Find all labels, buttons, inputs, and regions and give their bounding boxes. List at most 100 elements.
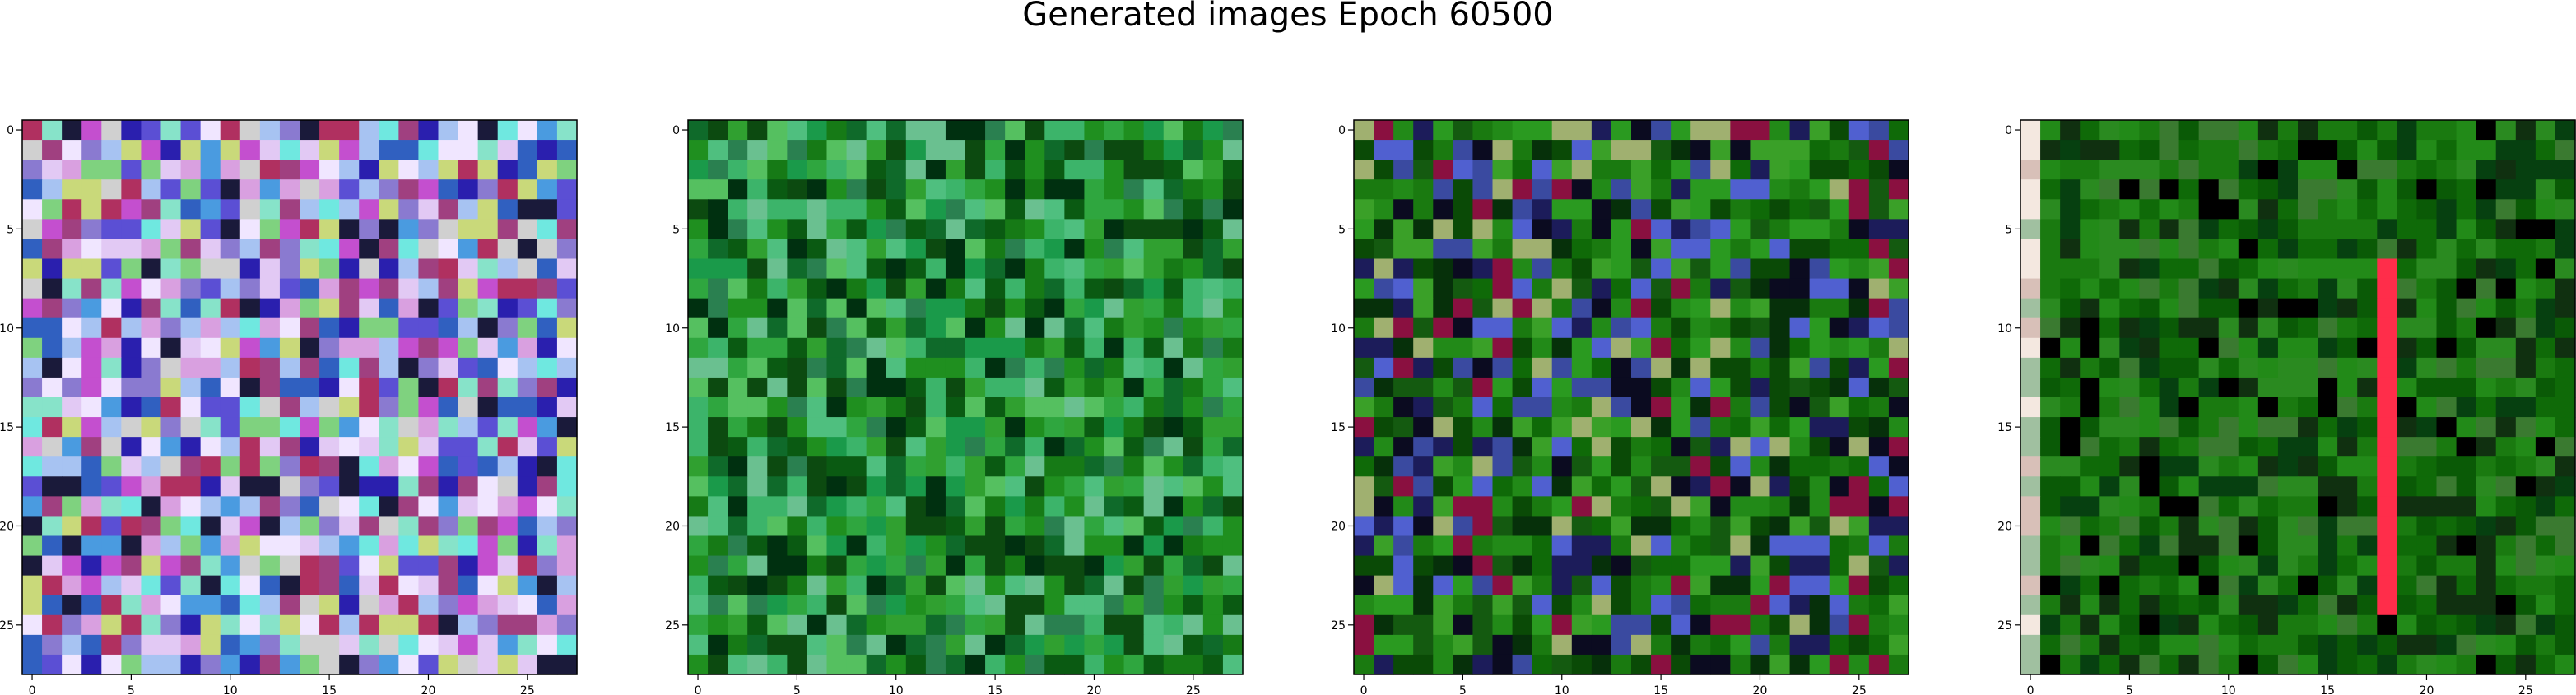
pixel-cell <box>239 654 261 675</box>
pixel-cell <box>708 437 728 457</box>
pixel-cell <box>1710 535 1731 557</box>
pixel-cell <box>2298 397 2318 418</box>
pixel-cell <box>1163 437 1184 457</box>
pixel-cell <box>180 337 202 359</box>
pixel-cell <box>2337 614 2358 636</box>
pixel-cell <box>1025 397 1045 418</box>
pixel-cell <box>807 535 828 557</box>
pixel-cell <box>1868 337 1890 359</box>
pixel-cell <box>359 278 379 299</box>
pixel-cell <box>1472 317 1494 339</box>
pixel-cell <box>787 575 808 596</box>
pixel-cell <box>1888 476 1909 497</box>
pixel-cell <box>141 298 162 319</box>
pixel-cell <box>1433 160 1453 180</box>
pixel-cell <box>300 140 320 160</box>
y-tick-label: 25 <box>1331 619 1346 632</box>
pixel-cell <box>418 199 439 220</box>
pixel-cell <box>2020 377 2041 398</box>
pixel-cell <box>1888 239 1909 260</box>
pixel-cell <box>1730 654 1751 675</box>
pixel-cell <box>2357 140 2378 160</box>
pixel-cell <box>728 535 748 557</box>
pixel-cell <box>1551 456 1573 477</box>
pixel-cell <box>1163 179 1184 200</box>
pixel-cell <box>985 417 1006 438</box>
pixel-cell <box>300 654 320 675</box>
pixel-cell <box>319 417 340 438</box>
pixel-cell <box>1202 278 1224 299</box>
pixel-cell <box>826 496 848 517</box>
pixel-cell <box>259 219 281 240</box>
pixel-cell <box>477 160 499 180</box>
pixel-cell <box>1690 140 1711 160</box>
pixel-cell <box>1492 397 1514 418</box>
pixel-cell <box>2099 317 2120 339</box>
pixel-cell <box>1413 140 1434 160</box>
pixel-cell <box>1163 654 1184 675</box>
pixel-cell <box>2218 397 2239 418</box>
pixel-cell <box>1183 278 1204 299</box>
pixel-cell <box>2080 278 2100 299</box>
pixel-cell <box>379 476 399 497</box>
pixel-cell <box>1413 476 1434 497</box>
pixel-cell <box>1163 239 1184 260</box>
pixel-cell <box>537 219 558 240</box>
pixel-cell <box>886 575 907 596</box>
pixel-cell <box>846 179 867 200</box>
pixel-cell <box>379 258 399 280</box>
pixel-cell <box>2218 535 2239 557</box>
pixel-cell <box>1690 258 1711 280</box>
pixel-cell <box>1512 179 1533 200</box>
pixel-cell <box>905 575 927 596</box>
x-tick-label: 20 <box>2420 684 2434 695</box>
pixel-cell <box>1571 535 1593 557</box>
pixel-cell <box>2060 120 2081 141</box>
pixel-cell <box>160 120 182 141</box>
pixel-cell <box>121 456 142 477</box>
pixel-cell <box>1789 377 1811 398</box>
pixel-cell <box>1413 278 1434 299</box>
pixel-cell <box>2080 456 2100 477</box>
pixel-cell <box>2377 456 2397 477</box>
pixel-cell <box>339 575 360 596</box>
pixel-cell <box>826 555 848 577</box>
pixel-cell <box>1354 298 1374 319</box>
pixel-cell <box>1123 160 1145 180</box>
pixel-cell <box>2277 337 2299 359</box>
pixel-cell <box>1769 654 1791 675</box>
pixel-cell <box>708 219 728 240</box>
pixel-cell <box>1202 595 1224 616</box>
pixel-cell <box>886 377 907 398</box>
pixel-cell <box>1005 496 1025 517</box>
pixel-cell <box>1631 298 1652 319</box>
pixel-cell <box>2476 317 2497 339</box>
pixel-cell <box>1084 476 1105 497</box>
pixel-cell <box>2020 160 2041 180</box>
pixel-cell <box>1571 555 1593 577</box>
pixel-cell <box>398 595 420 616</box>
pixel-cell <box>239 317 261 339</box>
pixel-cell <box>1143 535 1165 557</box>
pixel-cell <box>866 516 887 537</box>
pixel-cell <box>458 516 479 537</box>
pixel-cell <box>2198 199 2220 220</box>
pixel-cell <box>141 555 162 577</box>
pixel-cell <box>2555 614 2576 636</box>
pixel-cell <box>2337 476 2358 497</box>
pixel-cell <box>2476 357 2497 378</box>
pixel-cell <box>945 575 966 596</box>
pixel-cell <box>1809 496 1830 517</box>
pixel-cell <box>1354 397 1374 418</box>
pixel-cell <box>2198 179 2220 200</box>
pixel-cell <box>1005 317 1025 339</box>
pixel-cell <box>259 377 281 398</box>
pixel-cell <box>101 357 122 378</box>
pixel-cell <box>2198 476 2220 497</box>
pixel-cell <box>160 516 182 537</box>
pixel-cell <box>2397 179 2418 200</box>
pixel-cell <box>2119 634 2141 656</box>
pixel-cell <box>866 199 887 220</box>
pixel-cell <box>1064 397 1086 418</box>
pixel-cell <box>2020 417 2041 438</box>
